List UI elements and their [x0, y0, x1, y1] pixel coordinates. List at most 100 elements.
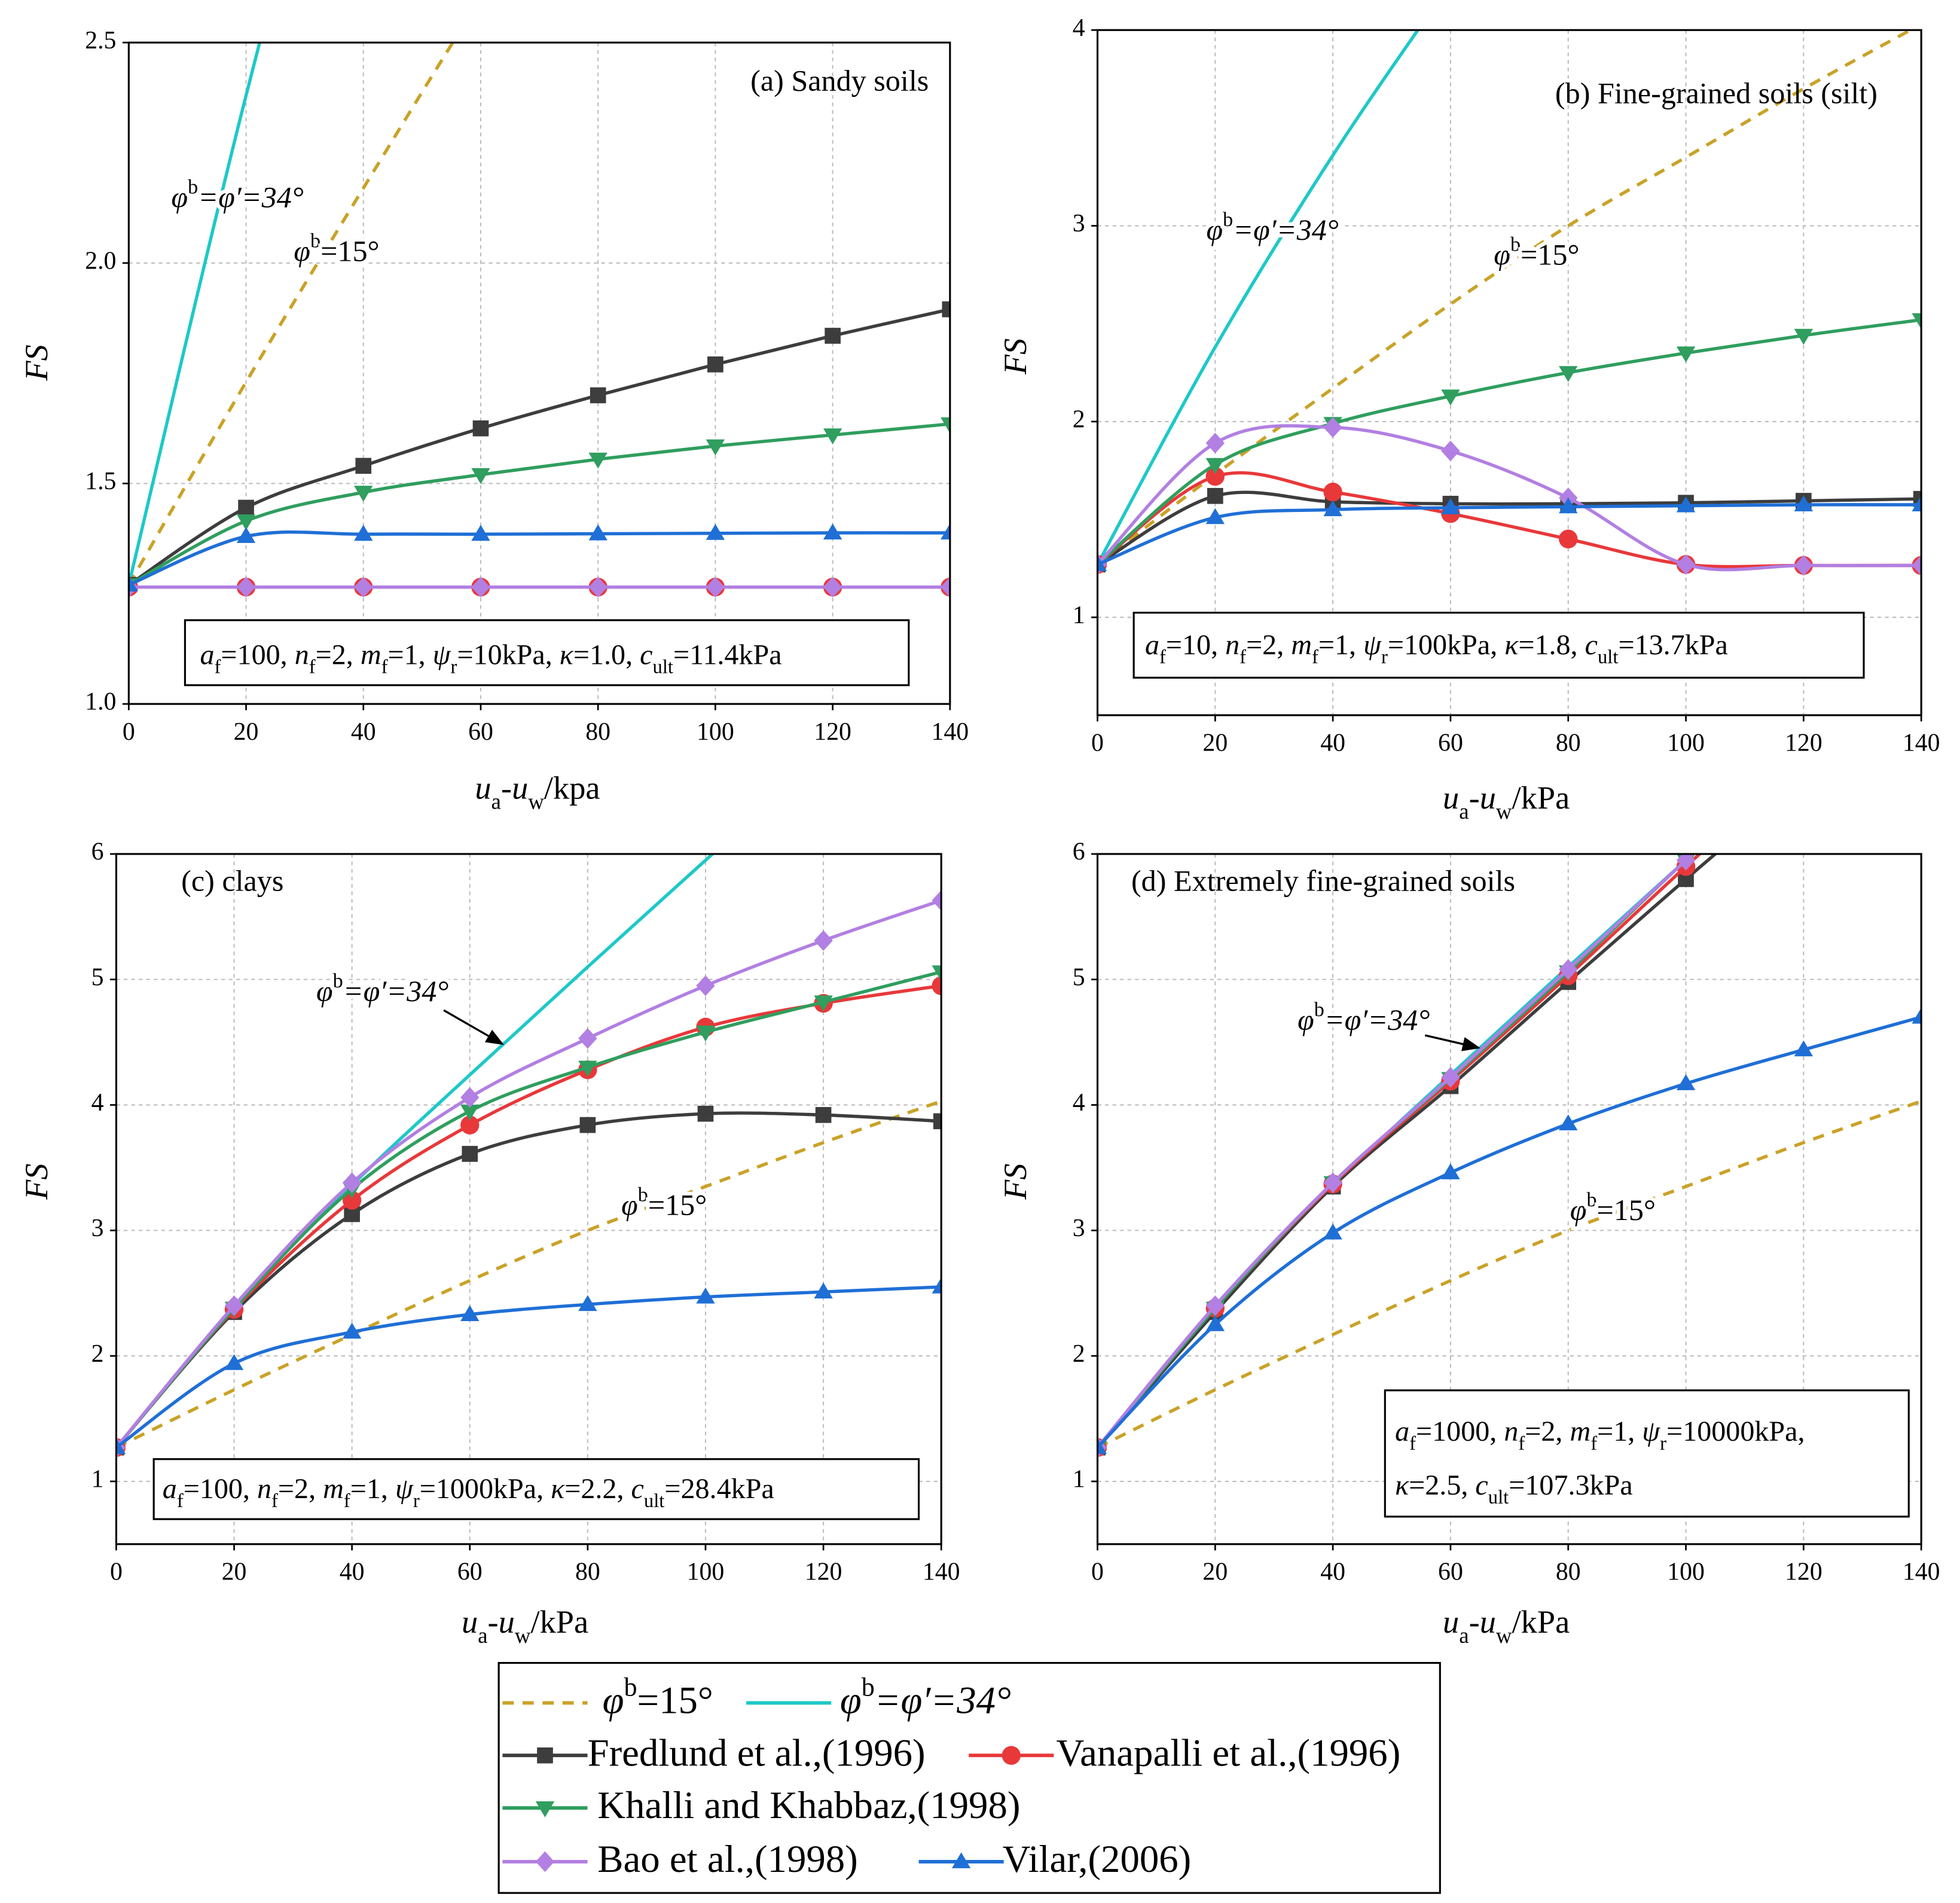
plot-frame — [127, 41, 951, 705]
panel: 0 20 40 60 80 100 120 140 1 2 3 4 (b) Fine-grained s… — [997, 14, 1940, 824]
y-tick-label: 1.5 — [85, 468, 116, 495]
marker — [1207, 487, 1223, 504]
text-run: =13.7kPa — [1618, 629, 1727, 661]
text-run: FS — [997, 338, 1033, 375]
text-run: w — [1496, 799, 1512, 824]
x-tick-label: 80 — [1556, 1559, 1581, 1586]
x-tick-label: 80 — [1556, 730, 1581, 757]
marker — [1794, 328, 1814, 345]
panel-title: (c) clays — [181, 864, 283, 898]
marker — [823, 577, 842, 597]
y-axis-label: FS — [19, 344, 54, 381]
marker — [825, 328, 841, 344]
text-run: =1, — [387, 639, 432, 671]
marker — [578, 1295, 597, 1312]
text-run: m — [361, 639, 381, 671]
marker — [941, 417, 950, 434]
marker — [1676, 1074, 1696, 1090]
text-run: a — [478, 1623, 487, 1648]
x-tick-label: 0 — [1091, 1559, 1104, 1586]
legend-label: φb=15° — [603, 1672, 713, 1722]
marker — [941, 577, 950, 597]
text-run: a — [1459, 799, 1469, 824]
text-run: c — [1585, 629, 1598, 661]
text-run: r — [451, 656, 457, 678]
annotation: φb=φ′=34° — [1297, 999, 1430, 1036]
text-run: u — [1480, 780, 1496, 816]
parameter-box — [184, 619, 910, 687]
x-tick-label: 40 — [340, 1559, 365, 1586]
marker — [460, 1105, 480, 1121]
text-run: ψ — [1642, 1416, 1660, 1447]
text-run: φ — [171, 180, 188, 214]
y-tick-label: 1.0 — [85, 688, 116, 716]
marker — [1676, 346, 1696, 363]
plot-frame — [1096, 29, 1922, 716]
annotation-arrow — [443, 1009, 505, 1045]
marker — [238, 499, 254, 516]
text-run: a — [163, 1473, 177, 1505]
x-tick-label: 40 — [1320, 730, 1345, 757]
x-axis-label: ua-uw/kPa — [462, 1604, 588, 1648]
text-run: =2, — [278, 1473, 323, 1505]
text-run: a — [1145, 629, 1159, 661]
text-run: a — [1459, 1623, 1469, 1648]
text-run: κ — [1395, 1469, 1409, 1501]
text-run: =100kPa, — [1388, 629, 1504, 661]
text-run: φ — [1206, 212, 1223, 246]
text-run: κ — [1504, 629, 1519, 661]
text-run: =11.4kPa — [673, 639, 782, 671]
marker — [460, 1305, 480, 1321]
text-run: n — [1504, 1416, 1518, 1447]
annotation-arrow — [1424, 1034, 1481, 1051]
marker — [1323, 1172, 1342, 1193]
text-run: =φ′=34° — [1233, 212, 1339, 246]
marker — [933, 1113, 942, 1130]
legend-label: Fredlund et al.,(1996) — [588, 1731, 926, 1774]
series-group — [1097, 853, 1922, 1458]
series-line — [116, 1099, 942, 1449]
panel-title: (d) Extremely fine-grained soils — [1131, 864, 1515, 898]
annotation: φb=φ′=34° — [316, 970, 448, 1007]
marker — [1205, 1315, 1225, 1331]
y-axis-label: FS — [997, 1163, 1033, 1200]
text-run: =1000, — [1416, 1416, 1504, 1447]
marker — [1559, 1114, 1578, 1131]
y-tick-label: 3 — [1073, 1215, 1085, 1242]
text-run: f — [1312, 646, 1318, 667]
text-run: ψ — [395, 1473, 414, 1505]
x-tick-label: 60 — [457, 1559, 483, 1586]
text-run: n — [1225, 629, 1239, 661]
marker — [1205, 466, 1225, 486]
text-run: =1, — [1318, 629, 1363, 661]
text-run: φ — [1494, 237, 1510, 271]
plot-frame — [115, 853, 942, 1545]
marker — [1323, 500, 1342, 517]
x-tick-label: 120 — [1785, 1559, 1822, 1586]
text-run: FS — [19, 1163, 54, 1200]
text-run: =15° — [320, 234, 380, 267]
y-axis-label: FS — [19, 1163, 54, 1200]
x-tick-label: 60 — [468, 718, 493, 746]
marker — [1676, 853, 1696, 871]
text-run: c — [640, 639, 652, 671]
text-run: =15° — [637, 1679, 713, 1722]
text-run: w — [528, 789, 544, 813]
x-tick-label: 0 — [123, 718, 135, 746]
marker — [116, 1438, 126, 1454]
panel: 0 20 40 60 80 100 120 140 1.0 1.5 2.0 2.5 (a) Sandy … — [19, 27, 969, 814]
marker — [1912, 313, 1922, 330]
marker — [942, 301, 950, 318]
text-run: /kPa — [530, 1604, 588, 1640]
marker — [932, 1277, 942, 1294]
panel: 0 20 40 60 80 100 120 140 1 2 3 4 5 6 (d) Extremely fi… — [997, 838, 1940, 1648]
legend-marker — [951, 1852, 971, 1868]
text-run: ult — [652, 656, 673, 678]
marker — [1205, 508, 1225, 524]
legend-box — [497, 1661, 1441, 1894]
marker — [342, 1191, 362, 1210]
x-tick-label: 100 — [687, 1559, 725, 1586]
marker — [354, 486, 373, 502]
text-run: f — [1409, 1432, 1416, 1454]
legend-label: Bao et al.,(1998) — [597, 1838, 857, 1881]
